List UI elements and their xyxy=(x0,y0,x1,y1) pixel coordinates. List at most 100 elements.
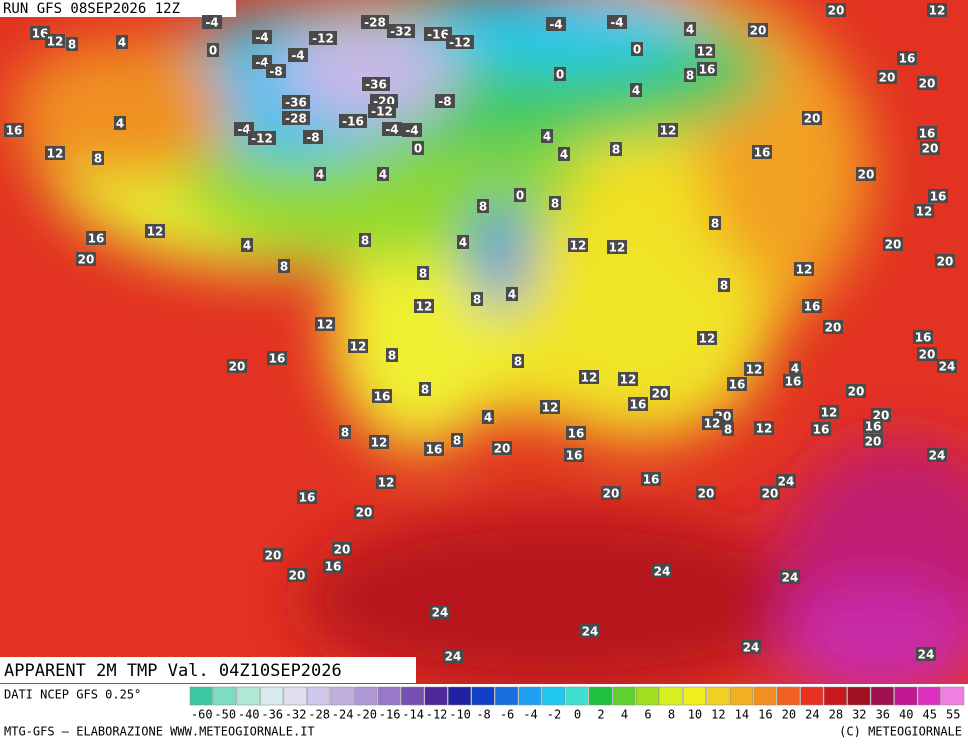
temperature-label: 12 xyxy=(699,332,716,346)
label-box xyxy=(776,474,796,488)
temperature-label: 16 xyxy=(568,427,585,441)
label-box xyxy=(303,130,323,144)
label-box xyxy=(252,30,272,44)
temperature-label: 0 xyxy=(516,189,524,203)
label-box xyxy=(684,68,696,82)
temperature-label: 0 xyxy=(556,68,564,82)
temperature-label: 4 xyxy=(243,239,251,253)
label-box xyxy=(471,292,483,306)
temperature-label: 8 xyxy=(361,234,369,248)
label-box xyxy=(846,384,866,398)
run-box xyxy=(0,0,236,17)
temperature-label: -16 xyxy=(427,28,449,42)
label-box xyxy=(339,425,351,439)
temperature-label: -12 xyxy=(251,132,273,146)
temperature-label: 8 xyxy=(68,38,76,52)
label-box xyxy=(435,94,455,108)
temperature-label: -36 xyxy=(285,96,307,110)
label-box xyxy=(86,231,106,245)
legend-swatch xyxy=(213,686,237,706)
temperature-label: -12 xyxy=(312,32,334,46)
label-box xyxy=(506,287,518,301)
label-box xyxy=(287,568,307,582)
label-box xyxy=(935,254,955,268)
label-box xyxy=(917,126,937,140)
legend-tick-label: -14 xyxy=(402,708,424,722)
label-box xyxy=(417,266,429,280)
label-box xyxy=(457,235,469,249)
label-box xyxy=(267,351,287,365)
legend-swatch xyxy=(729,686,753,706)
label-box xyxy=(512,354,524,368)
legend-tick-label: 55 xyxy=(946,708,960,722)
label-box xyxy=(697,331,717,345)
legend-swatch xyxy=(260,686,284,706)
temperature-label: 20 xyxy=(848,385,865,399)
label-box xyxy=(601,486,621,500)
label-box xyxy=(631,42,643,56)
label-box xyxy=(382,122,402,136)
label-box xyxy=(4,123,24,137)
legend-tick-label: 4 xyxy=(621,708,628,722)
temperature-label: 12 xyxy=(47,147,64,161)
temperature-label: 24 xyxy=(582,625,599,639)
temperature-label: 16 xyxy=(643,473,660,487)
legend-swatch xyxy=(776,686,800,706)
label-box xyxy=(278,259,290,273)
legend-swatch xyxy=(870,686,894,706)
legend-swatch xyxy=(518,686,542,706)
label-box xyxy=(549,196,561,210)
run-label: RUN GFS 08SEP2026 12Z xyxy=(3,1,180,17)
legend-tick-label: -6 xyxy=(500,708,514,722)
label-box xyxy=(202,15,222,29)
temperature-label: -4 xyxy=(237,123,250,137)
temperature-label: 20 xyxy=(265,549,282,563)
temperature-label: 4 xyxy=(791,362,799,376)
label-box xyxy=(424,27,452,41)
temperature-label: 4 xyxy=(116,117,124,131)
legend-tick-label: -36 xyxy=(261,708,283,722)
label-box xyxy=(914,204,934,218)
label-box xyxy=(748,23,768,37)
label-box xyxy=(684,22,696,36)
temperature-label: -4 xyxy=(205,16,218,30)
label-box xyxy=(541,129,553,143)
temperature-label: 12 xyxy=(704,417,721,431)
temperature-label: 20 xyxy=(356,506,373,520)
legend-tick-label: 12 xyxy=(711,708,725,722)
temperature-label: 12 xyxy=(756,422,773,436)
temperature-label: 20 xyxy=(919,348,936,362)
legend-tick-label: -8 xyxy=(476,708,490,722)
legend-tick-label: 28 xyxy=(829,708,843,722)
label-box xyxy=(514,188,526,202)
temperature-label: 12 xyxy=(371,436,388,450)
legend-tick-label: 8 xyxy=(668,708,675,722)
temperature-label: 20 xyxy=(922,142,939,156)
label-box xyxy=(540,400,560,414)
label-box xyxy=(652,564,672,578)
label-box xyxy=(377,167,389,181)
temperature-label: 24 xyxy=(654,565,671,579)
label-box xyxy=(696,486,716,500)
legend-tick-label: -4 xyxy=(523,708,537,722)
legend-swatch xyxy=(823,686,847,706)
temperature-label: 20 xyxy=(937,255,954,269)
temperature-label: -28 xyxy=(285,112,307,126)
temperature-label: -4 xyxy=(255,31,268,45)
legend-swatch xyxy=(612,686,636,706)
temperature-label: 0 xyxy=(414,142,422,156)
label-box xyxy=(419,382,431,396)
temperature-label: 20 xyxy=(885,238,902,252)
temperature-label: 20 xyxy=(828,4,845,18)
legend-swatch xyxy=(753,686,777,706)
label-box xyxy=(695,44,715,58)
temperature-label: -4 xyxy=(549,18,562,32)
label-box xyxy=(332,542,352,556)
legend-tick-label: -32 xyxy=(285,708,307,722)
temperature-label: 4 xyxy=(379,168,387,182)
temperature-label: 16 xyxy=(6,124,23,138)
legend-tick-label: -28 xyxy=(308,708,330,722)
temperature-label: 20 xyxy=(78,253,95,267)
temperature-label: 24 xyxy=(778,475,795,489)
temperature-label: 8 xyxy=(421,383,429,397)
